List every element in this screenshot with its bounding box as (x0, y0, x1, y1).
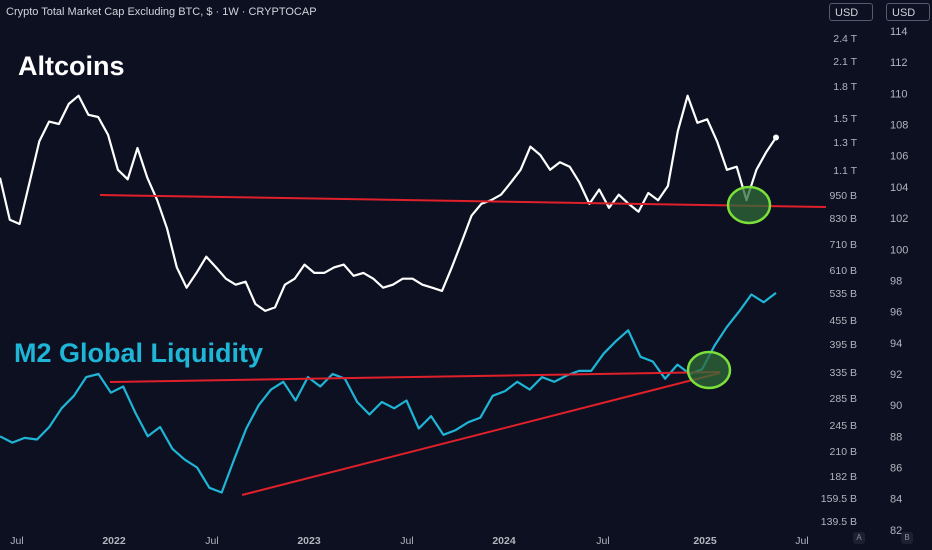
series-line-altcoins (0, 94, 777, 312)
time-axis-tick-label: Jul (795, 535, 808, 547)
left-price-axis[interactable]: 2.4 T 2.1 T 1.8 T 1.5 T 1.3 T 1.1 T 950 B 830 B… (821, 33, 858, 528)
left-axis-tick-label: 159.5 B (821, 493, 857, 505)
annotation-m2: M2 Global Liquidity (14, 338, 263, 368)
trendline-altcoins-support (99, 194, 826, 208)
time-axis-tick-label: Jul (400, 535, 413, 547)
right-axis-currency-badge[interactable]: USD (886, 3, 930, 21)
right-axis-tick-label: 112 (890, 57, 908, 69)
right-axis-tick-label: 100 (890, 244, 908, 256)
time-axis-tick-label: 2024 (492, 535, 516, 547)
right-price-axis[interactable]: 114 112 110 108 106 104 102 100 98 96 94 92 90 88 86 84… (890, 26, 908, 537)
left-axis-tick-label: 285 B (830, 393, 857, 405)
time-axis-tick-label: 2025 (693, 535, 717, 547)
right-axis-tick-label: 82 (890, 525, 902, 537)
right-axis-tick-label: 114 (890, 26, 908, 38)
time-axis-tick-label: 2023 (297, 535, 321, 547)
left-axis-tick-label: 2.4 T (833, 33, 857, 45)
right-axis-tick-label: 88 (890, 431, 902, 443)
left-axis-tick-label: 1.8 T (833, 81, 857, 93)
left-axis-tick-label: 1.3 T (833, 137, 857, 149)
right-axis-tick-label: 104 (890, 182, 908, 194)
time-axis-tick-label: Jul (596, 535, 609, 547)
left-axis-tick-label: 395 B (830, 339, 857, 351)
right-axis-tick-label: 96 (890, 307, 902, 319)
left-axis-tick-label: 2.1 T (833, 56, 857, 68)
right-axis-tick-label: 102 (890, 213, 908, 225)
left-axis-tick-label: 950 B (830, 190, 857, 202)
right-axis-tick-label: 110 (890, 88, 908, 100)
trendline-m2-support (241, 372, 721, 496)
time-axis-tick-label: 2022 (102, 535, 126, 547)
left-axis-tick-label: 610 B (830, 265, 857, 277)
right-axis-tick-label: 92 (890, 369, 902, 381)
left-axis-tick-label: 210 B (830, 446, 857, 458)
plot-area (0, 94, 826, 496)
left-axis-currency-badge[interactable]: USD (829, 3, 873, 21)
chart-title: Crypto Total Market Cap Excluding BTC, $… (6, 6, 317, 18)
left-axis-tick-label: 1.1 T (833, 165, 857, 177)
right-axis-tick-label: 94 (890, 338, 902, 350)
right-axis-tick-label: 98 (890, 275, 902, 287)
series-end-marker-altcoins (773, 134, 779, 141)
left-axis-tick-label: 182 B (830, 471, 857, 483)
auto-scale-button[interactable]: A (853, 532, 865, 544)
time-axis-tick-label: Jul (10, 535, 23, 547)
highlight-circle-altcoins (726, 185, 772, 225)
right-axis-tick-label: 84 (890, 494, 902, 506)
left-axis-tick-label: 139.5 B (821, 516, 857, 528)
time-axis[interactable]: Jul 2022 Jul 2023 Jul 2024 Jul 2025 Jul (10, 535, 808, 547)
left-axis-tick-label: 710 B (830, 239, 857, 251)
right-axis-tick-label: 90 (890, 400, 902, 412)
log-scale-button[interactable]: B (901, 532, 913, 544)
left-axis-tick-label: 455 B (830, 315, 857, 327)
left-axis-tick-label: 335 B (830, 367, 857, 379)
time-axis-tick-label: Jul (205, 535, 218, 547)
right-axis-tick-label: 86 (890, 463, 902, 475)
left-axis-tick-label: 245 B (830, 420, 857, 432)
right-axis-tick-label: 108 (890, 120, 908, 132)
highlight-circle-m2 (686, 350, 732, 390)
series-line-m2-global-liquidity (0, 292, 777, 494)
right-axis-tick-label: 106 (890, 151, 908, 163)
left-axis-tick-label: 535 B (830, 288, 857, 300)
annotation-altcoins: Altcoins (18, 51, 125, 81)
trendline-m2-resistance (109, 371, 721, 383)
left-axis-tick-label: 1.5 T (833, 113, 857, 125)
left-axis-tick-label: 830 B (830, 213, 857, 225)
